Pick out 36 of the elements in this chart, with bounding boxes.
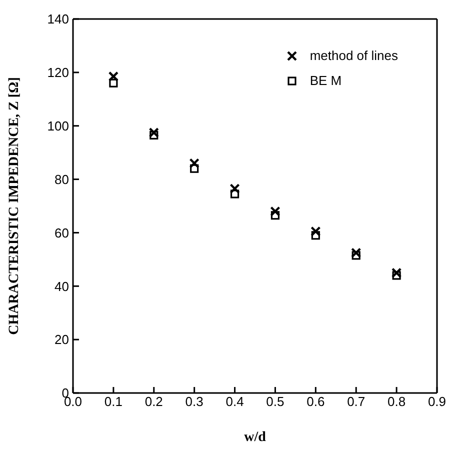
point bbox=[109, 78, 118, 88]
y-tick-label: 40 bbox=[54, 278, 69, 294]
legend-label: method of lines bbox=[310, 48, 398, 63]
y-tick-label: 60 bbox=[54, 225, 69, 240]
x-tick-label: 0.1 bbox=[104, 394, 122, 410]
x-axis-title: w/d bbox=[244, 430, 266, 445]
x-tick-label: 0.2 bbox=[144, 394, 163, 410]
y-tick-label: 80 bbox=[54, 172, 69, 187]
y-tick-label: 140 bbox=[47, 12, 69, 27]
point bbox=[270, 206, 280, 216]
x-tick-label: 0.6 bbox=[306, 394, 325, 410]
x-tick-label: 0.9 bbox=[428, 394, 446, 410]
point bbox=[189, 158, 200, 168]
point bbox=[352, 251, 360, 260]
point bbox=[190, 164, 199, 173]
x-tick-label: 0.5 bbox=[266, 394, 284, 410]
legend-label: BE M bbox=[310, 73, 342, 88]
point bbox=[148, 127, 159, 138]
point bbox=[230, 184, 240, 194]
point bbox=[351, 248, 362, 258]
x-tick-label: 0.3 bbox=[185, 394, 204, 410]
point bbox=[270, 211, 280, 220]
y-axis-title: CHARACTERISTIC IMPEDENCE, Z [Ω] bbox=[6, 77, 22, 335]
x-tick-label: 0.7 bbox=[347, 394, 366, 410]
point bbox=[310, 226, 321, 236]
point bbox=[391, 268, 402, 278]
y-tick-label: 100 bbox=[47, 118, 69, 134]
point bbox=[108, 71, 119, 82]
point bbox=[311, 231, 320, 240]
point bbox=[150, 130, 158, 140]
x-tick-label: 0.4 bbox=[226, 394, 244, 410]
point bbox=[392, 271, 401, 280]
x-tick-label: 0.8 bbox=[388, 394, 406, 410]
point bbox=[230, 190, 240, 198]
y-tick-label: 20 bbox=[54, 332, 69, 348]
y-tick-label: 120 bbox=[47, 65, 69, 80]
